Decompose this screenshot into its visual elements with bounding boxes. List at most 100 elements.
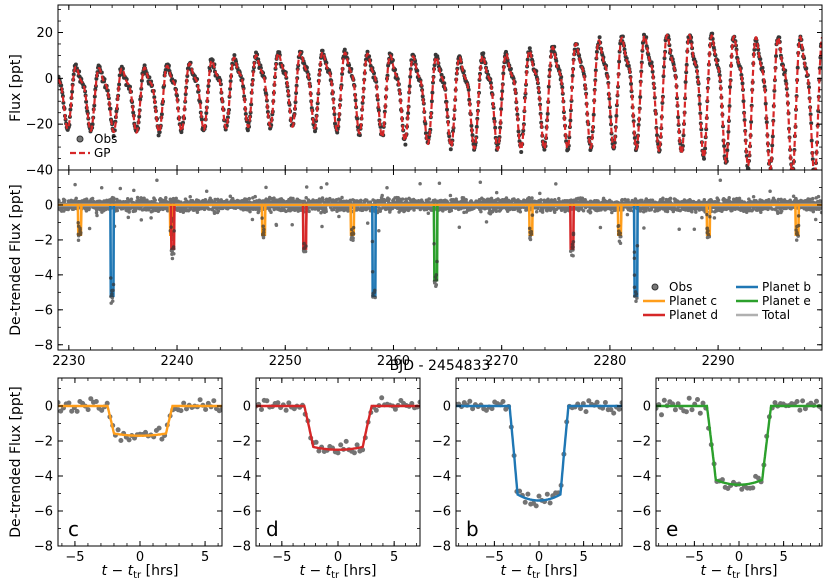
x-tick-label: −5: [65, 550, 84, 565]
legend-label: Total: [761, 308, 790, 322]
legend-label: Planet d: [669, 308, 718, 322]
transit-planet-b: [371, 203, 377, 298]
y-tick-label: −4: [432, 470, 451, 485]
phase-model-line: [256, 404, 420, 452]
phase-panel-c-frame: [57, 377, 223, 547]
x-tick-label: 2270: [485, 354, 518, 369]
y-tick-label: 0: [45, 198, 53, 213]
y-tick-label: −4: [232, 470, 251, 485]
y-tick-label: −6: [34, 303, 53, 318]
transit-points: [794, 214, 801, 242]
detrended-x-axis-label: BJD - 2454833: [390, 358, 491, 374]
phase-panel-b: [455, 377, 623, 547]
transit-points: [705, 212, 712, 240]
y-tick-label: −2: [432, 435, 451, 450]
transit-points: [349, 225, 356, 242]
x-tick-label: 0: [136, 550, 144, 565]
y-tick-label: −8: [432, 540, 451, 555]
phase-model-line: [58, 404, 222, 438]
transit-points: [301, 241, 308, 254]
y-tick-label: −4: [632, 470, 651, 485]
legend-label: Obs: [669, 280, 692, 294]
y-tick-label: −8: [632, 540, 651, 555]
gp-model-line: [58, 33, 822, 170]
y-tick-label: 0: [45, 72, 53, 87]
x-tick-label: 5: [201, 550, 209, 565]
phase-panel-c-plot-area: [58, 396, 222, 443]
x-tick-label: 0: [334, 550, 342, 565]
phase-model-line: [456, 404, 622, 502]
phase-x-axis-label: t − ttr [hrs]: [701, 563, 778, 581]
legend-obs-label: Obs: [94, 132, 117, 146]
gp-panel-plot-area: [58, 31, 822, 170]
phase-panel-d-frame: [255, 377, 421, 547]
phase-panel-c: [57, 377, 223, 547]
phase-panel-b-plot-area: [456, 398, 622, 509]
y-tick-label: −6: [232, 505, 251, 520]
phase-x-axis-label: t − ttr [hrs]: [300, 563, 377, 581]
transit-points: [76, 221, 83, 242]
y-tick-label: −8: [232, 540, 251, 555]
transit-planet-b: [109, 203, 116, 298]
legend-label: Planet b: [762, 280, 811, 294]
y-tick-label: −2: [34, 435, 53, 450]
legend-obs-marker: [651, 283, 659, 291]
y-tick-label: −2: [632, 435, 651, 450]
x-tick-label: 5: [779, 550, 787, 565]
y-tick-label: −8: [34, 338, 53, 353]
y-tick-label: 0: [243, 400, 251, 415]
x-tick-label: 5: [390, 550, 398, 565]
panel-letter-b: b: [466, 517, 479, 541]
phase-y-axis-label: De-trended Flux [ppt]: [8, 386, 24, 537]
gp-y-axis-label: Flux [ppt]: [8, 54, 24, 122]
legend-gp-label: GP: [94, 146, 111, 160]
x-tick-label: −5: [685, 550, 704, 565]
x-tick-label: 2250: [269, 354, 302, 369]
y-tick-label: −6: [432, 505, 451, 520]
transit-points: [632, 243, 640, 303]
panel-letter-c: c: [68, 517, 79, 541]
x-tick-label: 2290: [702, 354, 735, 369]
x-tick-label: 2230: [52, 354, 85, 369]
transit-points: [260, 216, 266, 240]
x-tick-label: −5: [485, 550, 504, 565]
x-tick-label: −5: [272, 550, 291, 565]
x-tick-label: 2260: [377, 354, 410, 369]
panel-letter-d: d: [266, 517, 279, 541]
phase-panel-b-frame: [455, 377, 623, 547]
y-tick-label: 0: [45, 400, 53, 415]
x-tick-label: 2240: [160, 354, 193, 369]
y-tick-label: −40: [26, 164, 53, 179]
detrended-panel-frame: [57, 169, 823, 351]
phase-points: [456, 398, 622, 509]
transit-points: [527, 213, 535, 242]
y-tick-label: 20: [36, 26, 53, 41]
phase-panel-e: [655, 377, 823, 547]
x-tick-label: 5: [579, 550, 587, 565]
detrended-y-axis-label: De-trended Flux [ppt]: [8, 184, 24, 335]
legend-label: Planet e: [762, 294, 811, 308]
y-tick-label: −6: [632, 505, 651, 520]
phase-x-axis-label: t − ttr [hrs]: [102, 563, 179, 581]
y-tick-label: −4: [34, 470, 53, 485]
transit-points: [568, 231, 576, 258]
gp-panel: [57, 4, 823, 171]
y-tick-label: −8: [34, 540, 53, 555]
transit-points: [432, 242, 439, 289]
phase-panel-e-plot-area: [656, 395, 822, 492]
phase-panel-d: [255, 377, 421, 547]
y-tick-label: 0: [643, 400, 651, 415]
phase-x-axis-label: t − ttr [hrs]: [501, 563, 578, 581]
y-tick-label: −2: [232, 435, 251, 450]
detrended-panel-plot-area: [58, 178, 822, 305]
x-tick-label: 2280: [593, 354, 626, 369]
phase-points: [656, 395, 822, 492]
y-tick-label: −6: [34, 505, 53, 520]
legend-obs-marker: [76, 135, 84, 143]
x-tick-label: 0: [735, 550, 743, 565]
transit-points: [108, 276, 116, 305]
phase-panel-e-frame: [655, 377, 823, 547]
y-tick-label: −2: [34, 233, 53, 248]
transit-points: [169, 225, 176, 261]
